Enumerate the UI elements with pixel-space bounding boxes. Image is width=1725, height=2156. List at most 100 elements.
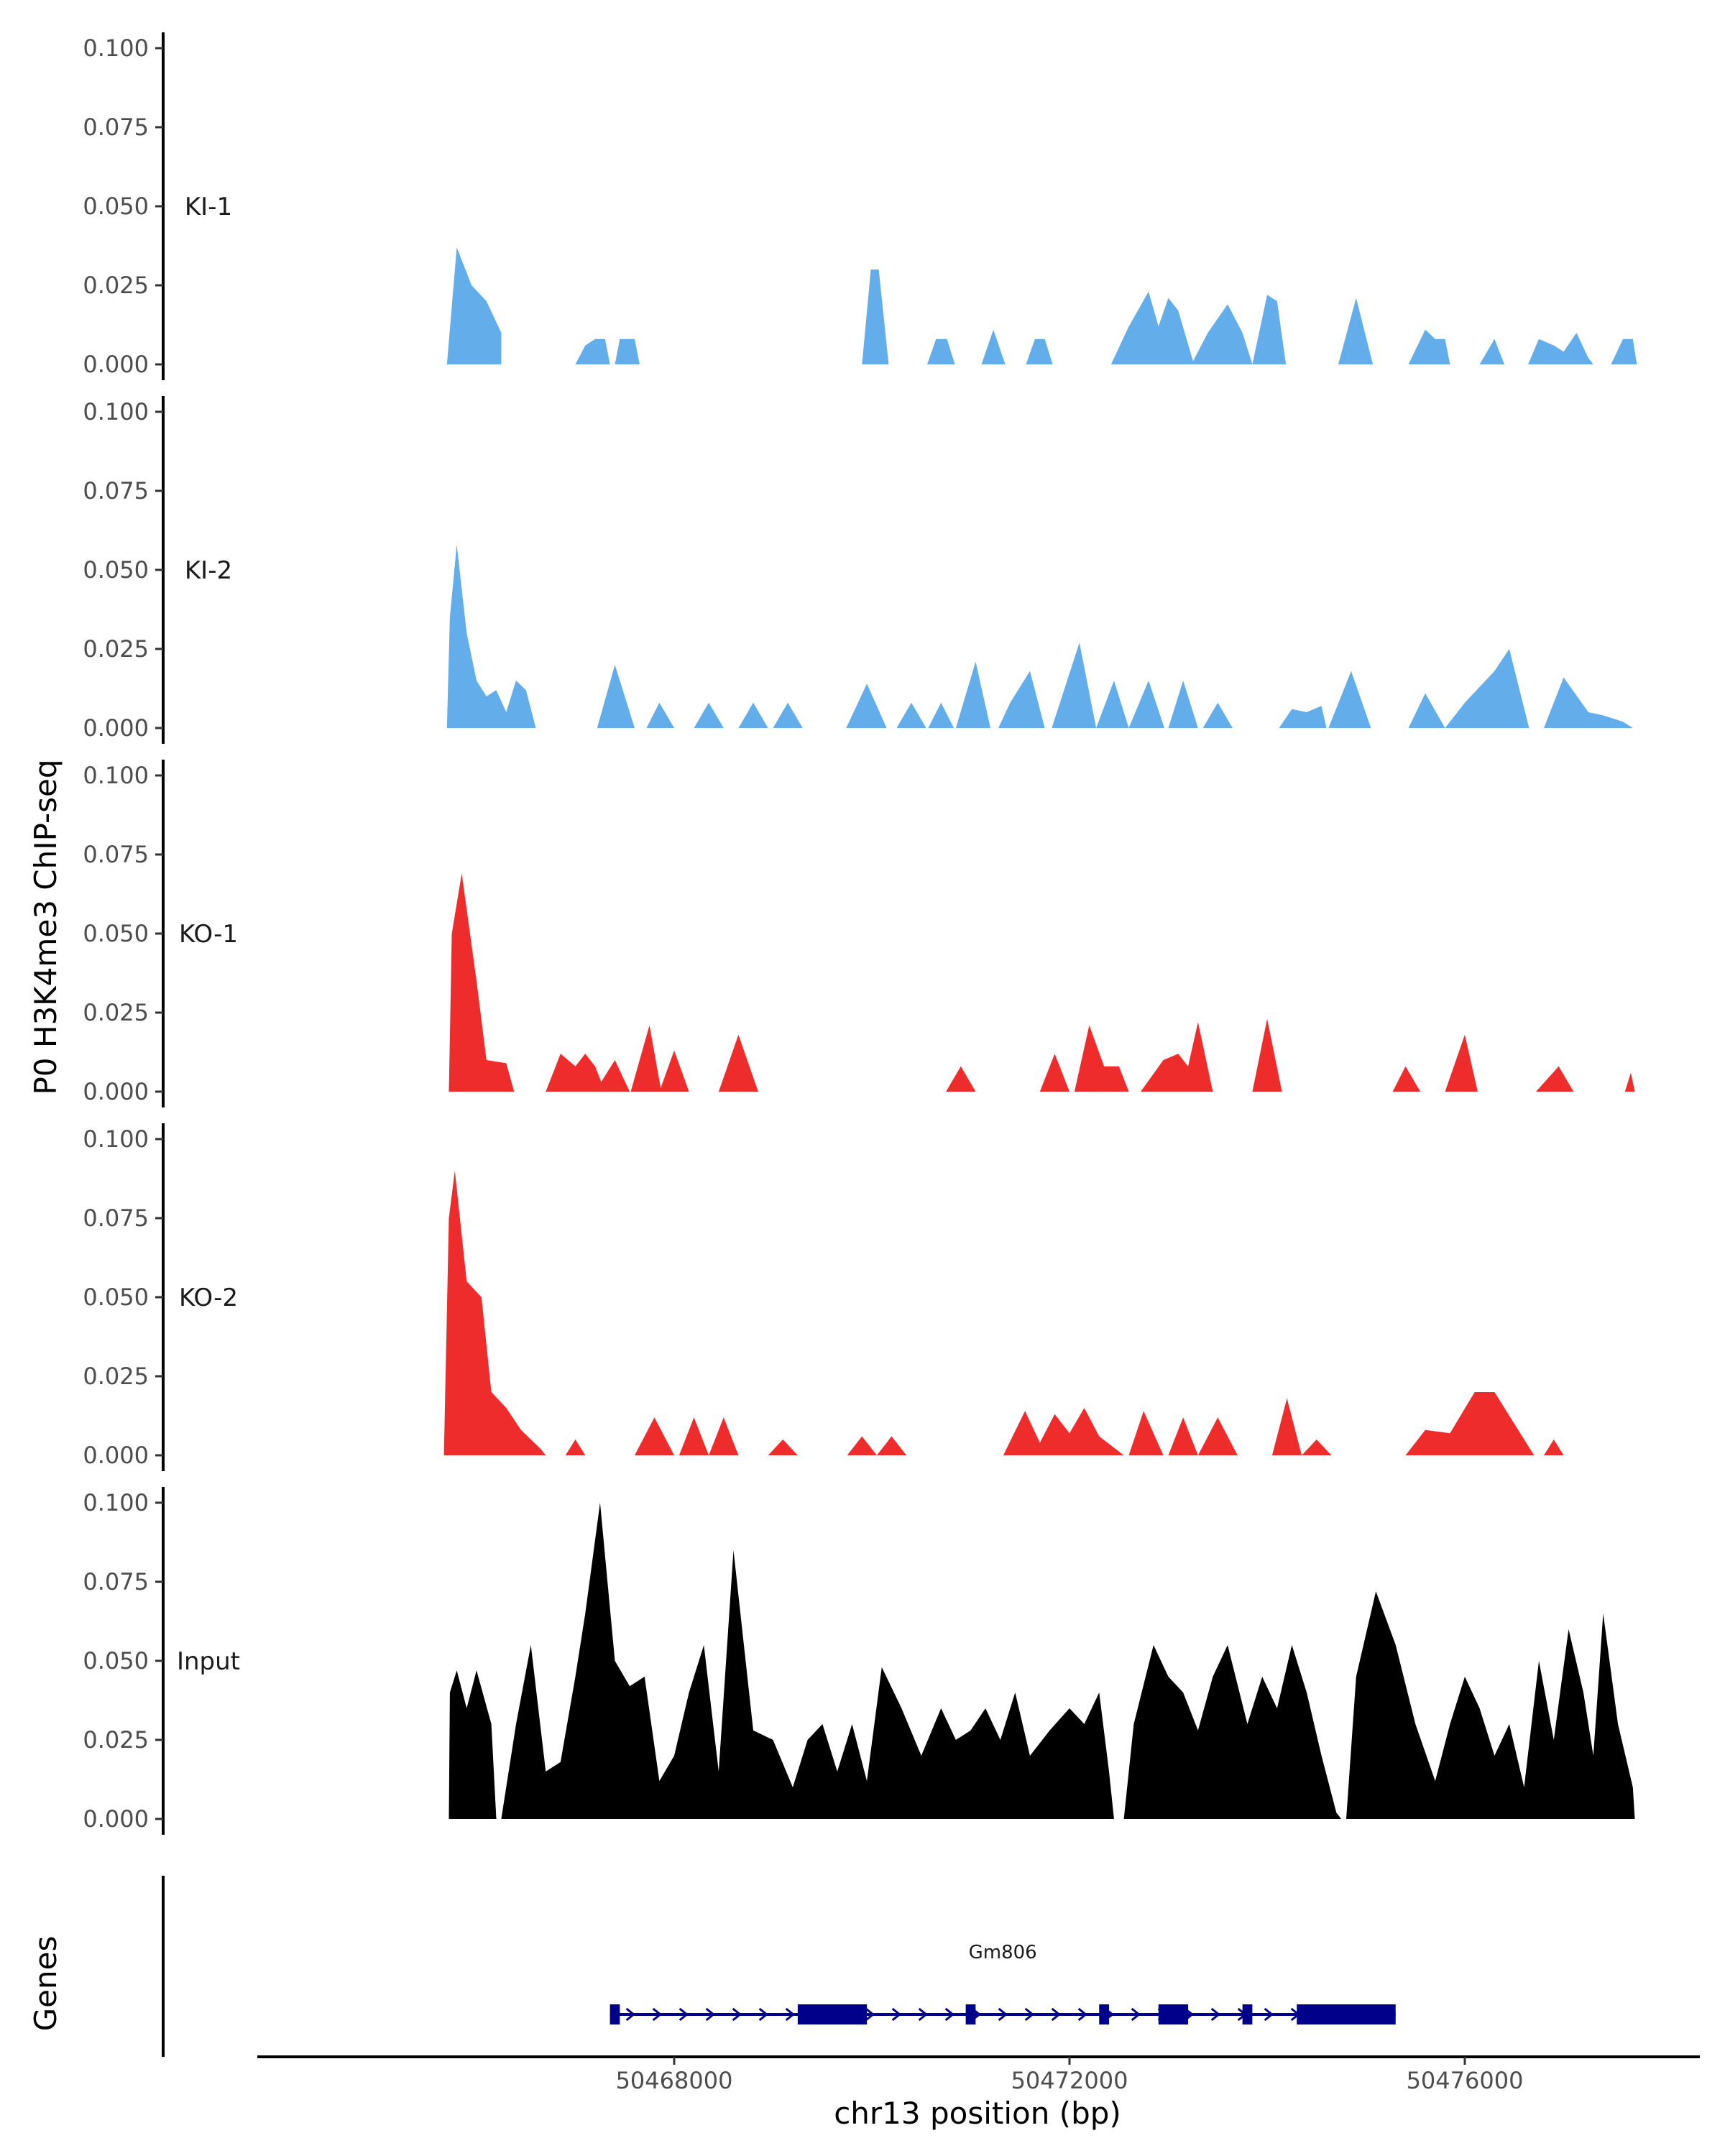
strand-arrow-icon xyxy=(705,2007,716,2022)
y-tick-label: 0.050 xyxy=(83,920,149,947)
signal-peak-ki-1-11 xyxy=(1479,338,1504,364)
gene-exon-2 xyxy=(797,2004,868,2024)
signal-peak-ko-2-9 xyxy=(1003,1408,1124,1455)
y-tick-label: 0.000 xyxy=(83,1442,149,1469)
signal-peak-ki-1-2 xyxy=(575,338,640,364)
signal-peak-ki-2-5 xyxy=(738,702,768,728)
signal-peak-ko-1-15 xyxy=(1624,1072,1635,1092)
strand-arrow-icon xyxy=(998,2007,1008,2022)
y-tick-label: 0.100 xyxy=(83,34,149,62)
signal-peak-ki-2-13 xyxy=(1096,681,1129,728)
y-tick-label: 0.100 xyxy=(83,1125,149,1153)
signal-peak-ki-2-12 xyxy=(1052,642,1097,728)
y-tick-label: 0.100 xyxy=(83,1489,149,1516)
y-tick-label: 0.050 xyxy=(83,556,149,584)
y-tick-label: 0.075 xyxy=(83,841,149,868)
signal-peak-ki-2-14 xyxy=(1128,681,1164,728)
signal-peak-input-1 xyxy=(448,1670,497,1819)
signal-peak-ko-2-8 xyxy=(876,1436,907,1455)
signal-peak-ki-1-6 xyxy=(1026,338,1053,364)
signal-peak-ko-2-4 xyxy=(678,1417,709,1455)
track-ko-2: 0.000 0.025 0.050 0.075 0.100 KO-2 xyxy=(83,1123,1564,1471)
track-ki-1: 0.000 0.025 0.050 0.075 0.100 KI-1 xyxy=(83,32,1637,380)
track-label-ki-2: KI-2 xyxy=(185,556,232,585)
y-tick-label: 0.025 xyxy=(83,272,149,299)
signal-peak-ko-1-1 xyxy=(448,873,515,1092)
signal-peak-ki-2-4 xyxy=(694,702,724,728)
y-tick-label: 0.025 xyxy=(83,1726,149,1754)
y-tick-label: 0.000 xyxy=(83,1805,149,1833)
signal-peak-ki-2-9 xyxy=(928,702,954,728)
strand-arrow-icon xyxy=(1264,2007,1274,2022)
y-tick-label: 0.075 xyxy=(83,1568,149,1595)
gene-exon-7 xyxy=(1297,2004,1396,2024)
x-axis: 50468000 50472000 50476000 xyxy=(257,2055,1700,2094)
y-tick-label: 0.000 xyxy=(83,351,149,378)
signal-peak-ko-2-11 xyxy=(1168,1417,1198,1455)
signal-peak-ki-2-19 xyxy=(1408,693,1445,728)
signal-peak-ki-1-4 xyxy=(927,338,955,364)
strand-arrow-icon xyxy=(1051,2007,1062,2022)
y-tick-label: 0.075 xyxy=(83,1204,149,1232)
y-tick-label: 0.050 xyxy=(83,1284,149,1311)
track-ko-1: 0.000 0.025 0.050 0.075 0.100 KO-1 xyxy=(83,760,1635,1107)
signal-peak-ko-1-8 xyxy=(1039,1054,1070,1092)
signal-peak-ki-1-1 xyxy=(446,247,502,364)
strand-arrow-icon xyxy=(625,2007,636,2022)
strand-arrow-icon xyxy=(1077,2007,1088,2022)
y-tick-label: 0.000 xyxy=(83,1078,149,1105)
signal-peak-input-3 xyxy=(1123,1645,1342,1819)
signal-peak-ko-2-13 xyxy=(1271,1398,1302,1455)
signal-peak-ki-1-10 xyxy=(1408,329,1450,364)
signal-peak-ko-1-14 xyxy=(1536,1066,1574,1092)
signal-peak-ki-2-17 xyxy=(1279,706,1327,728)
signal-peak-ko-2-3 xyxy=(635,1417,674,1455)
y-tick-label: 0.075 xyxy=(83,114,149,141)
gene-exon-5 xyxy=(1158,2004,1188,2024)
strand-arrow-icon xyxy=(785,2007,796,2022)
signal-peak-ki-1-12 xyxy=(1528,333,1593,364)
signal-peak-ko-2-2 xyxy=(565,1439,586,1455)
signal-peak-ki-2-20 xyxy=(1445,649,1530,728)
y-tick-label: 0.100 xyxy=(83,762,149,789)
signal-peak-ko-1-10 xyxy=(1141,1022,1213,1092)
signal-peak-ki-2-1 xyxy=(446,544,536,728)
gene-exon-1 xyxy=(610,2004,620,2024)
signal-peak-ki-2-18 xyxy=(1328,671,1371,728)
y-tick-label: 0.025 xyxy=(83,1363,149,1390)
signal-peak-ki-2-15 xyxy=(1168,681,1198,728)
signal-peak-ko-2-16 xyxy=(1544,1439,1564,1455)
signal-peak-ki-2-10 xyxy=(955,661,990,728)
signal-peak-input-2 xyxy=(501,1503,1114,1819)
signal-peak-ki-2-6 xyxy=(773,702,803,728)
y-tick-label: 0.050 xyxy=(83,1647,149,1674)
strand-arrow-icon xyxy=(1131,2007,1141,2022)
y-tick-label: 0.050 xyxy=(83,193,149,220)
y-axis-title: P0 H3K4me3 ChIP-seq xyxy=(28,759,63,1095)
strand-arrow-icon xyxy=(865,2007,875,2022)
signal-peak-ko-1-6 xyxy=(718,1034,758,1092)
tracks-layer: 0.0000.0250.0500.0750.100KI-10.0000.0250… xyxy=(83,32,1637,1835)
signal-peak-ko-2-1 xyxy=(443,1171,546,1455)
signal-peak-ko-1-3 xyxy=(595,1060,630,1092)
signal-peak-ki-2-2 xyxy=(597,665,635,728)
strand-arrow-icon xyxy=(758,2007,769,2022)
signal-peak-ki-2-8 xyxy=(896,702,926,728)
signal-peak-ko-1-2 xyxy=(546,1054,605,1092)
signal-peak-ko-2-15 xyxy=(1405,1392,1535,1455)
signal-peak-ko-2-5 xyxy=(709,1417,739,1455)
strand-arrow-icon xyxy=(732,2007,742,2022)
track-label-ko-1: KO-1 xyxy=(179,920,238,949)
signal-peak-ko-1-13 xyxy=(1445,1034,1478,1092)
signal-peak-ki-2-7 xyxy=(846,683,887,728)
strand-arrow-icon xyxy=(944,2007,955,2022)
signal-peak-ki-2-16 xyxy=(1202,702,1233,728)
strand-arrow-icon xyxy=(678,2007,689,2022)
signal-peak-input-4 xyxy=(1346,1591,1635,1819)
signal-peak-ko-2-14 xyxy=(1302,1439,1332,1455)
strand-arrow-icon xyxy=(1210,2007,1221,2022)
gene-exon-6 xyxy=(1242,2004,1253,2024)
signal-peak-ko-1-9 xyxy=(1074,1025,1129,1092)
signal-peak-ko-2-12 xyxy=(1197,1417,1238,1455)
